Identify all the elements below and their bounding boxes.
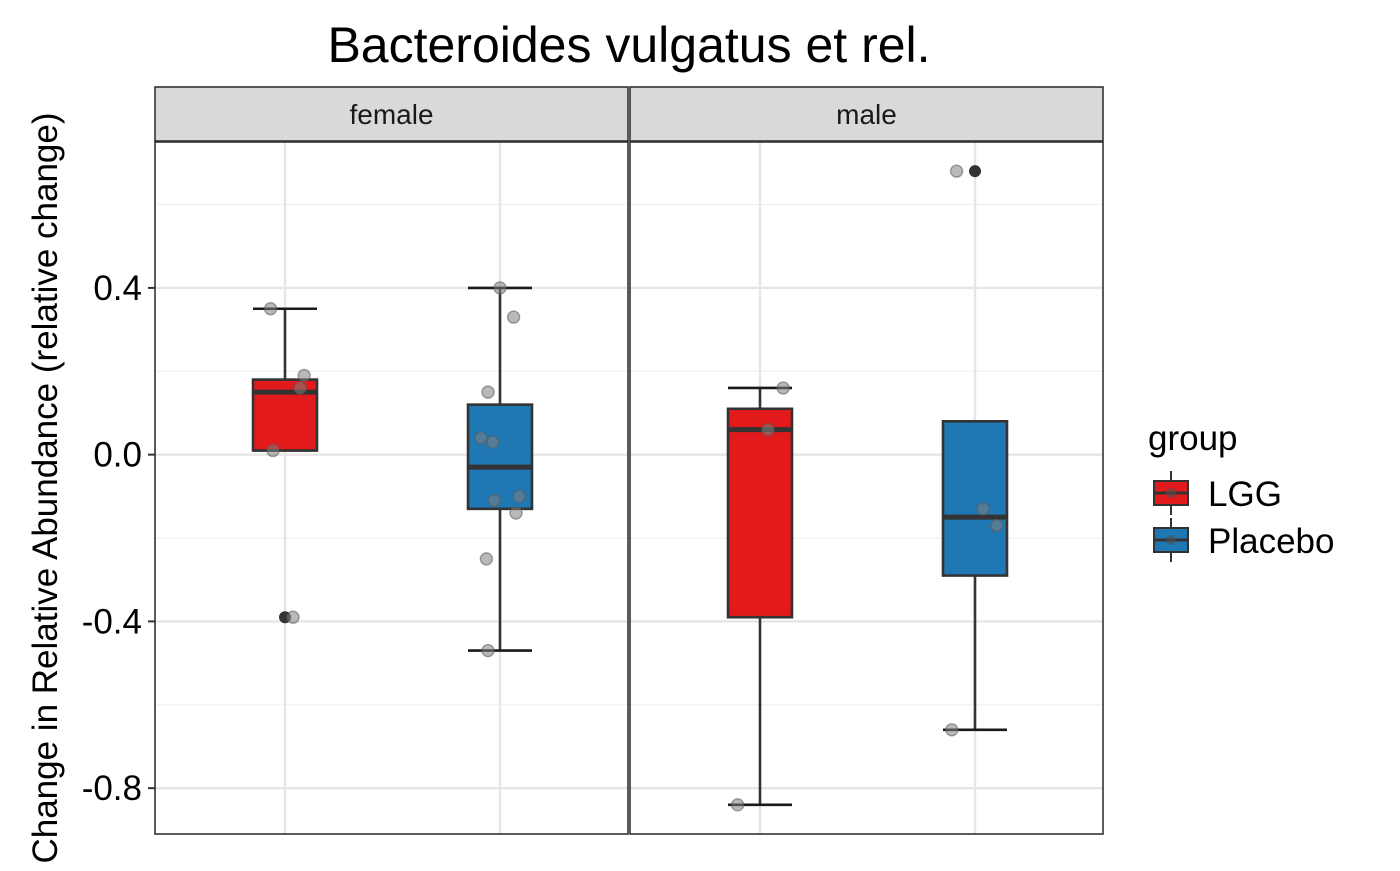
boxplot-male-Placebo bbox=[941, 165, 1009, 732]
legend-title: group bbox=[1148, 419, 1238, 458]
y-tick-label: -0.8 bbox=[82, 769, 142, 808]
legend-label: LGG bbox=[1208, 475, 1282, 514]
data-point bbox=[506, 310, 521, 324]
data-point bbox=[266, 443, 280, 458]
data-point bbox=[493, 281, 507, 295]
panel-border bbox=[629, 141, 1104, 835]
data-point bbox=[286, 610, 300, 624]
data-point bbox=[474, 431, 488, 445]
y-tick-label: -0.4 bbox=[82, 602, 142, 641]
panel-background bbox=[155, 142, 628, 834]
legend-label: Placebo bbox=[1208, 522, 1334, 561]
data-point bbox=[761, 422, 775, 437]
data-point bbox=[487, 493, 502, 508]
box-iqr bbox=[726, 407, 794, 619]
panel-border bbox=[154, 141, 629, 835]
data-point bbox=[512, 489, 526, 504]
legend-item-LGG: LGG bbox=[1153, 471, 1282, 515]
legend-item-Placebo: Placebo bbox=[1153, 518, 1334, 562]
facet-strip bbox=[629, 86, 1104, 142]
legend-key-point bbox=[1166, 535, 1176, 545]
y-axis-ticks: 0.4 0.0 -0.4 -0.8 bbox=[82, 269, 155, 808]
data-point bbox=[297, 368, 311, 383]
data-point bbox=[989, 518, 1004, 533]
data-point bbox=[479, 552, 494, 566]
legend: group LGG Placebo bbox=[1148, 419, 1334, 562]
facet-panel-female: female bbox=[154, 86, 629, 834]
y-tick-label: 0.4 bbox=[93, 269, 142, 308]
data-point bbox=[486, 435, 500, 449]
facet-strip-label: male bbox=[836, 99, 897, 130]
data-point bbox=[293, 381, 307, 395]
data-point bbox=[949, 164, 964, 178]
facet-panel-male: male bbox=[629, 86, 1104, 834]
data-point bbox=[976, 502, 990, 516]
facet-strip-label: female bbox=[349, 99, 433, 130]
outlier-point bbox=[969, 165, 981, 178]
boxplot-male-LGG bbox=[726, 386, 794, 807]
data-point bbox=[509, 506, 523, 520]
y-tick-label: 0.0 bbox=[93, 436, 142, 475]
facet-strip bbox=[154, 86, 629, 142]
facet-panels: female male bbox=[154, 86, 1104, 835]
y-axis-title: Change in Relative Abundance (relative c… bbox=[26, 112, 65, 863]
jitter-points bbox=[263, 164, 1004, 812]
data-point bbox=[730, 798, 745, 812]
data-point bbox=[263, 302, 278, 316]
data-point bbox=[481, 385, 495, 399]
chart-title: Bacteroides vulgatus et rel. bbox=[327, 17, 930, 73]
data-point bbox=[481, 643, 495, 658]
legend-key-point bbox=[1166, 488, 1176, 498]
data-point bbox=[776, 381, 790, 395]
box-iqr bbox=[941, 420, 1009, 577]
data-point bbox=[945, 723, 959, 737]
panel-background bbox=[630, 142, 1103, 834]
